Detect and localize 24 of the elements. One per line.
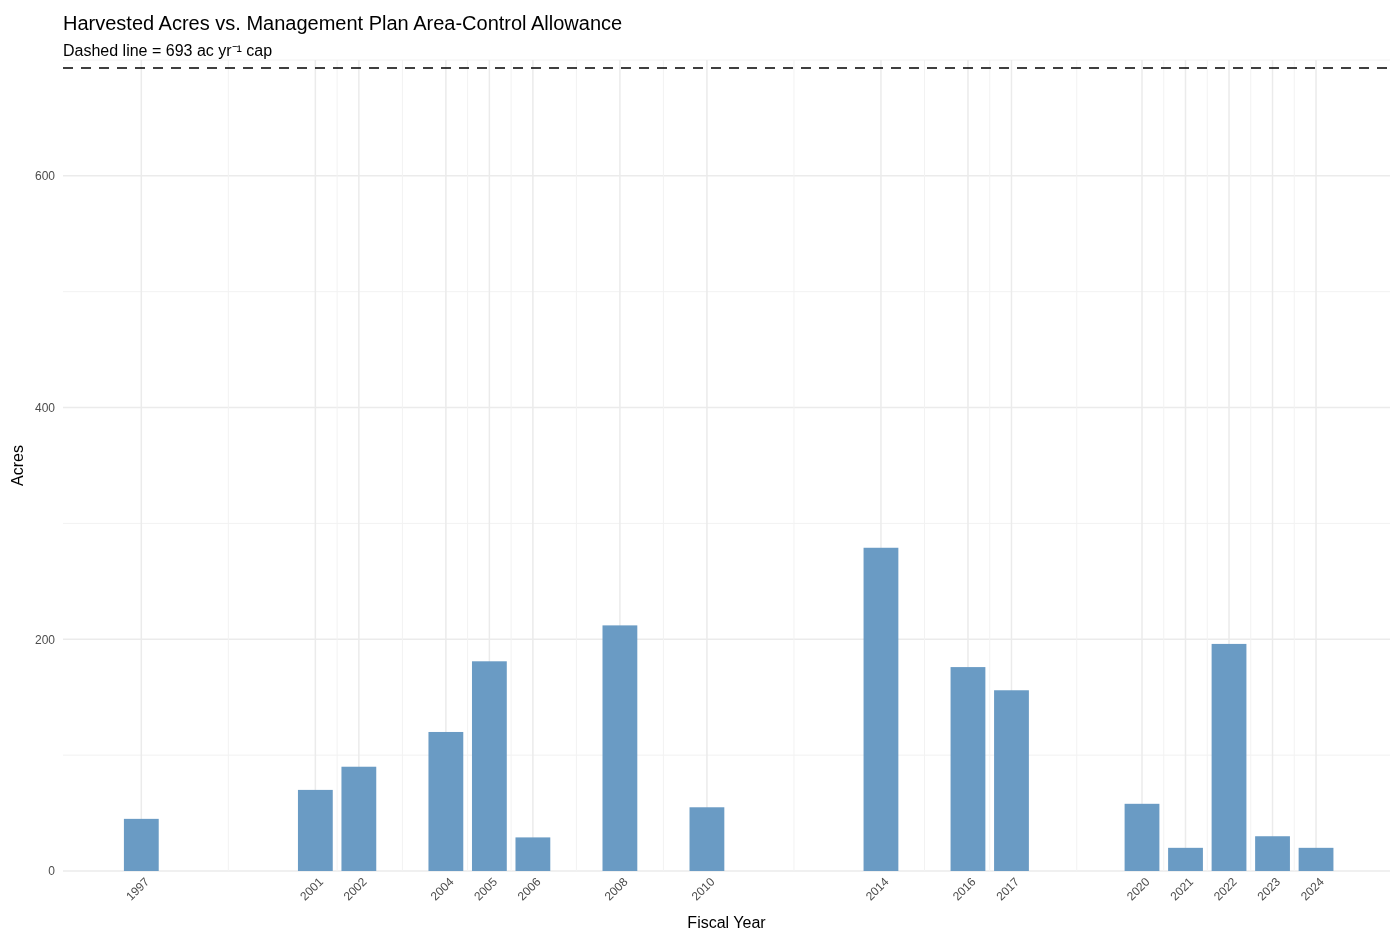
bar (428, 731, 464, 871)
bar (1124, 803, 1160, 871)
y-tick-label: 400 (34, 400, 56, 415)
y-tick-label: 0 (48, 864, 56, 879)
bar (602, 625, 638, 871)
bar (994, 690, 1029, 871)
bar (1298, 847, 1334, 871)
chart-subtitle: Dashed line = 693 ac yr⁻¹ cap (63, 42, 273, 59)
bar (863, 547, 899, 871)
bar (1211, 643, 1247, 871)
y-tick-label: 600 (34, 169, 56, 184)
bar (515, 837, 551, 871)
bar (123, 818, 159, 871)
bar (1255, 836, 1290, 871)
y-tick-label: 200 (34, 632, 56, 647)
bar (341, 766, 377, 871)
chart-title: Harvested Acres vs. Management Plan Area-Control Allowance (63, 12, 623, 34)
bar (471, 661, 507, 871)
bar (1168, 847, 1203, 871)
bar (950, 667, 986, 871)
x-axis-title: Fiscal Year (687, 914, 767, 930)
bar (297, 789, 333, 871)
y-axis-title: Acres (9, 445, 26, 486)
bar (689, 807, 725, 871)
